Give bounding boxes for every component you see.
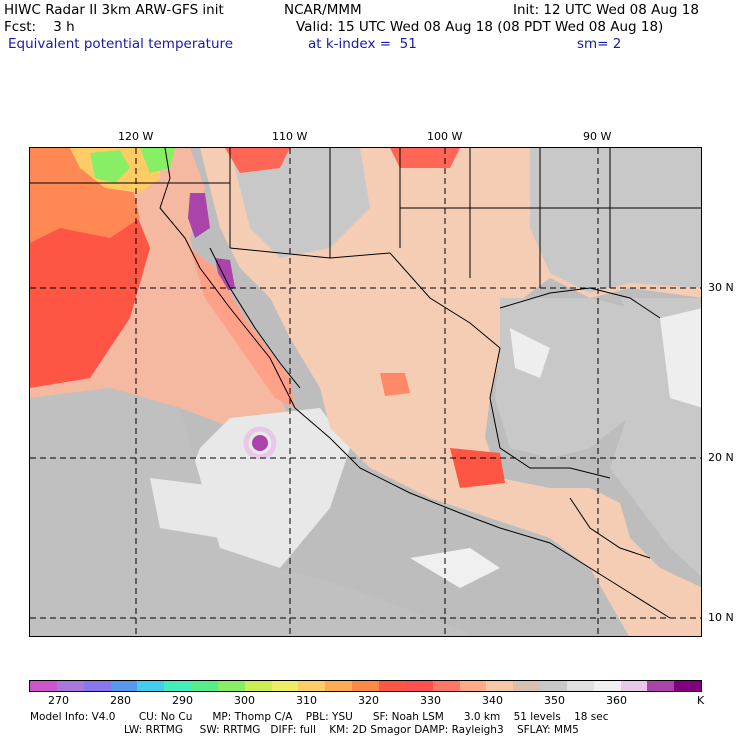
- south-pacific: [30, 388, 475, 636]
- baja-california: [190, 248, 295, 408]
- colorbar-swatch: [298, 681, 326, 691]
- lon-label-120w: 120 W: [118, 130, 154, 143]
- valid-time: Valid: 15 UTC Wed 08 Aug 18 (08 PDT Wed …: [296, 19, 664, 35]
- cbar-tick-330: 330: [420, 694, 441, 707]
- colorbar-swatch: [459, 681, 487, 691]
- cbar-tick-270: 270: [48, 694, 69, 707]
- colorbar-swatch: [244, 681, 272, 691]
- us-mexico-border: [229, 247, 501, 349]
- colorbar: [29, 680, 702, 692]
- cloud-patch: [150, 478, 260, 538]
- colorbar-swatch: [164, 681, 192, 691]
- cbar-tick-320: 320: [358, 694, 379, 707]
- gulf-of-california-coast: [209, 247, 301, 389]
- model-title: HIWC Radar II 3km ARW-GFS init: [4, 2, 224, 18]
- pacific-green-region: [90, 150, 130, 183]
- pacific-red-region: [30, 198, 150, 388]
- theta-e-map: [29, 147, 702, 637]
- map-canvas: [30, 148, 701, 636]
- gulf-coast-us: [499, 287, 661, 319]
- colorbar-swatch: [30, 681, 57, 691]
- central-america-border: [569, 497, 651, 559]
- mexico-orange-patch: [380, 373, 410, 396]
- institution-label: NCAR/MMM: [284, 2, 362, 18]
- cbar-tick-290: 290: [172, 694, 193, 707]
- caribbean-light: [660, 308, 701, 408]
- colorbar-swatch: [513, 681, 541, 691]
- colorbar-swatch: [378, 681, 406, 691]
- colorbar-swatch: [56, 681, 84, 691]
- colorbar-swatch: [486, 681, 514, 691]
- colorbar-swatch: [352, 681, 379, 691]
- lat-label-20n: 20 N: [708, 451, 734, 464]
- lat-label-30n: 30 N: [708, 281, 734, 294]
- field-name: Equivalent potential temperature: [8, 36, 234, 52]
- colorbar-swatch: [593, 681, 621, 691]
- colorbar-swatch: [191, 681, 218, 691]
- gulf-of-mexico: [495, 298, 660, 458]
- forecast-hour: Fcst: 3 h: [4, 19, 75, 35]
- cbar-tick-360: 360: [606, 694, 627, 707]
- colorbar-swatch: [674, 681, 702, 691]
- level-label: at k-index = 51: [308, 36, 417, 52]
- colorbar-swatch: [566, 681, 594, 691]
- colorbar-swatch: [540, 681, 567, 691]
- colorbar-swatch: [325, 681, 353, 691]
- colorbar-swatch: [620, 681, 648, 691]
- cbar-tick-300: 300: [234, 694, 255, 707]
- lon-label-110w: 110 W: [272, 130, 308, 143]
- colorbar-swatch: [83, 681, 111, 691]
- model-info-line1: Model Info: V4.0 CU: No Cu MP: Thomp C/A…: [30, 711, 609, 723]
- hurricane-core: [252, 435, 268, 451]
- cbar-tick-340: 340: [482, 694, 503, 707]
- colorbar-swatch: [405, 681, 433, 691]
- coastlines: [30, 148, 701, 619]
- smoothing-label: sm= 2: [577, 36, 622, 52]
- cbar-tick-310: 310: [296, 694, 317, 707]
- lon-label-90w: 90 W: [583, 130, 612, 143]
- us-southwest: [230, 148, 370, 258]
- sierra-purple: [188, 193, 210, 238]
- cbar-tick-350: 350: [544, 694, 565, 707]
- init-time: Init: 12 UTC Wed 08 Aug 18: [513, 2, 699, 18]
- cloud-patch-2: [410, 548, 500, 588]
- colorbar-swatch: [110, 681, 138, 691]
- gulf-coast-mexico: [489, 347, 611, 479]
- gulf-light-patch: [510, 328, 550, 378]
- us-red-area: [225, 148, 290, 173]
- eastern-us: [530, 148, 701, 293]
- arizona-purple: [215, 258, 235, 293]
- cbar-tick-280: 280: [110, 694, 131, 707]
- colorbar-swatch: [217, 681, 245, 691]
- us-red-area-2: [390, 148, 460, 168]
- colorbar-swatch: [137, 681, 165, 691]
- colorbar-swatch: [432, 681, 460, 691]
- colorbar-swatch: [647, 681, 675, 691]
- lon-label-100w: 100 W: [427, 130, 463, 143]
- lat-label-10n: 10 N: [708, 611, 734, 624]
- model-info-line2: LW: RRTMG SW: RRTMG DIFF: full KM: 2D Sm…: [124, 724, 579, 736]
- hurricane-ring: [243, 426, 277, 460]
- southern-coast: [294, 407, 671, 619]
- colorbar-swatch: [271, 681, 299, 691]
- cbar-unit: K: [697, 694, 705, 707]
